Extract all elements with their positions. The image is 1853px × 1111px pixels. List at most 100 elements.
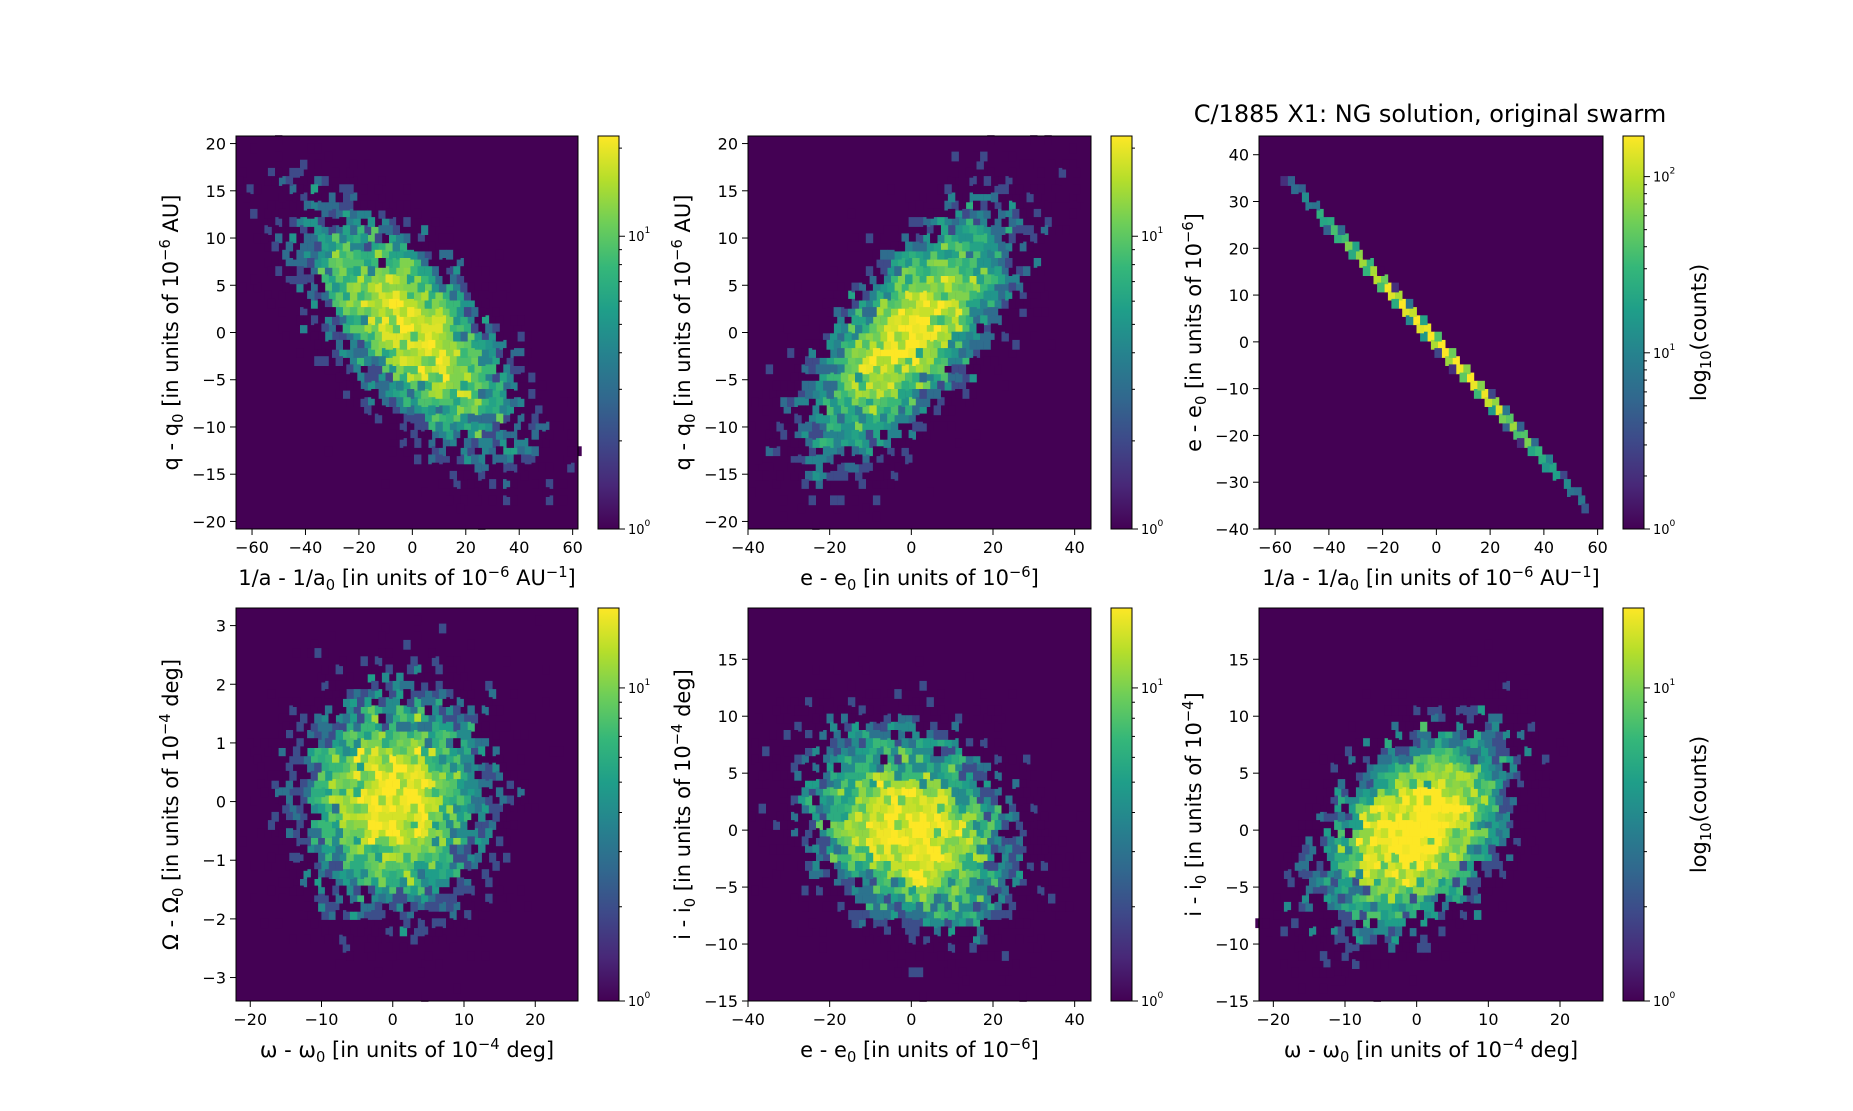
hex-bin — [851, 852, 859, 863]
hex-bin — [830, 348, 838, 358]
hex-bin — [267, 298, 276, 309]
hex-bin — [1398, 885, 1407, 896]
hex-bin — [908, 738, 916, 748]
hex-bin — [520, 389, 529, 399]
hex-bin — [414, 241, 422, 252]
hex-bin — [503, 852, 511, 863]
hex-bin — [919, 893, 927, 904]
hex-bin — [940, 910, 949, 920]
hex-bin — [805, 389, 813, 399]
hex-bin — [976, 811, 984, 822]
hex-bin — [414, 307, 422, 317]
hex-bin — [303, 869, 311, 879]
hex-bin — [1391, 689, 1399, 699]
hex-bin — [342, 942, 351, 953]
hex-bin — [499, 421, 507, 432]
hex-bin — [1291, 918, 1299, 929]
hex-bin — [488, 348, 497, 358]
hex-bin — [349, 323, 358, 334]
hex-bin — [371, 828, 379, 838]
hex-bin — [478, 861, 486, 871]
hex-bin — [880, 249, 888, 260]
y-tick-label: 5 — [728, 276, 738, 295]
hex-bin — [1438, 713, 1446, 724]
hex-bin — [403, 754, 411, 765]
hex-bin — [435, 454, 443, 465]
hex-bin — [431, 462, 440, 473]
hex-bin — [463, 307, 472, 317]
hex-bin — [855, 372, 863, 383]
hex-bin — [467, 901, 475, 912]
hex-bin — [349, 910, 358, 920]
hex-bin — [1459, 762, 1467, 773]
hex-bin — [940, 795, 949, 806]
hex-bin — [278, 730, 286, 740]
hex-bin — [1377, 869, 1385, 879]
hex-bin — [1040, 861, 1049, 871]
hex-bin — [1305, 803, 1313, 814]
hex-bin — [865, 233, 874, 244]
hex-bin — [1380, 746, 1389, 757]
x-tick-label: −20 — [1256, 1010, 1290, 1029]
hex-bin — [983, 258, 992, 268]
hex-bin — [1427, 869, 1435, 879]
hex-bin — [973, 869, 981, 879]
hex-bin — [994, 249, 1002, 260]
hex-bin — [1048, 192, 1056, 203]
hex-bin — [876, 323, 884, 334]
hex-bin — [872, 918, 881, 929]
hex-bin — [862, 713, 870, 724]
hex-bin — [349, 861, 358, 871]
hex-bin — [1362, 852, 1371, 863]
hex-bin — [862, 405, 870, 416]
hex-bin — [1023, 803, 1031, 814]
hex-bin — [389, 397, 397, 407]
colorbar-tick-label: 101 — [1653, 678, 1675, 697]
hex-bin — [1015, 934, 1024, 945]
hex-bin — [1405, 885, 1414, 896]
hex-bin — [403, 820, 411, 830]
hex-bin — [776, 421, 784, 432]
hex-bin — [324, 331, 333, 342]
hex-bin — [1319, 901, 1328, 912]
hex-bin — [385, 844, 393, 855]
hex-bin — [872, 787, 881, 798]
hex-bin — [955, 811, 963, 822]
hex-bin — [346, 951, 354, 961]
hex-bin — [1466, 861, 1475, 871]
hex-bin — [933, 405, 941, 416]
hex-bin — [901, 885, 909, 896]
hex-bin — [1430, 795, 1439, 806]
hex-bin — [958, 820, 967, 830]
hex-bin — [1570, 495, 1579, 506]
hex-bin — [1409, 746, 1417, 757]
hex-bin — [328, 910, 336, 920]
hex-bin — [349, 811, 358, 822]
hex-bin — [1434, 901, 1442, 912]
hex-bin — [481, 836, 490, 847]
hex-bin — [1348, 934, 1356, 945]
hex-bin — [1377, 918, 1385, 929]
hex-bin — [1481, 893, 1489, 904]
hex-bin — [403, 413, 411, 424]
y-axis-label: q - q0 [in units of 10−6 AU] — [669, 195, 699, 471]
hex-bin — [1359, 779, 1367, 789]
hex-bin — [285, 746, 294, 757]
hex-bin — [926, 828, 934, 838]
plot-frame — [1258, 607, 1604, 1002]
hex-bin — [495, 820, 504, 830]
hex-bin — [321, 258, 329, 268]
hex-bin — [1294, 877, 1303, 888]
hex-bin — [406, 910, 415, 920]
hex-bin — [787, 413, 795, 424]
hex-bin — [1377, 738, 1385, 748]
hex-bin — [485, 323, 493, 334]
hex-bin — [1463, 705, 1471, 716]
hex-bin — [1312, 820, 1321, 830]
hex-bin — [324, 787, 333, 798]
hex-bin — [389, 820, 397, 830]
hex-bin — [1434, 705, 1442, 716]
hex-bin — [1352, 746, 1360, 757]
hex-bin — [428, 828, 436, 838]
hex-bin — [1395, 762, 1403, 773]
